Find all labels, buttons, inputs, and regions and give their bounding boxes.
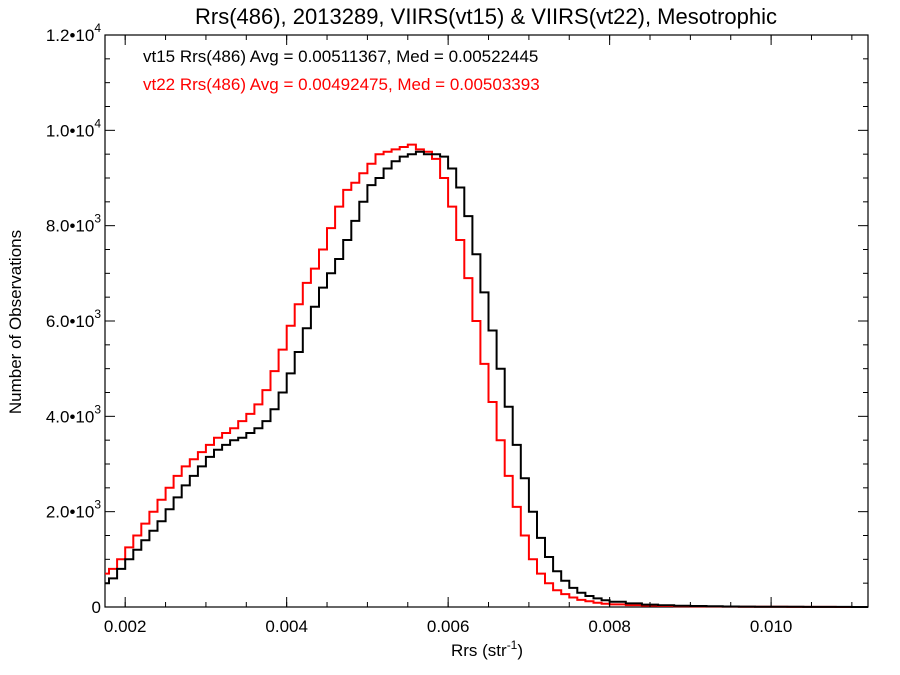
y-tick-label: 1.0•104 — [46, 116, 102, 140]
y-tick-label: 2.0•103 — [46, 498, 102, 522]
x-axis: 0.002 0.004 0.006 0.008 0.010 — [104, 35, 853, 636]
series-vt15-line — [105, 150, 868, 608]
plot-area — [104, 34, 869, 608]
legend: vt15 Rrs(486) Avg = 0.00511367, Med = 0.… — [143, 47, 540, 94]
y-tick-label: 1.2•104 — [46, 21, 102, 45]
x-tick-label: 0.008 — [588, 617, 631, 636]
chart-title: Rrs(486), 2013289, VIIRS(vt15) & VIIRS(v… — [195, 4, 777, 29]
x-tick-label: 0.006 — [427, 617, 470, 636]
plot-frame — [104, 34, 869, 608]
y-axis: 0 2.0•103 4.0•103 6.0•103 8.0•103 1.0•104 1.2•… — [46, 21, 868, 617]
legend-entry-vt15: vt15 Rrs(486) Avg = 0.00511367, Med = 0.… — [143, 47, 538, 66]
x-axis-title: Rrs (str-1) — [451, 638, 523, 660]
x-tick-label: 0.010 — [750, 617, 793, 636]
x-tick-label: 0.004 — [265, 617, 308, 636]
legend-entry-vt22: vt22 Rrs(486) Avg = 0.00492475, Med = 0.… — [143, 75, 540, 94]
series-layer — [105, 143, 868, 608]
y-axis-title: Number of Observations — [6, 230, 25, 414]
series-vt22-line — [105, 143, 868, 608]
y-tick-label: 6.0•103 — [46, 307, 102, 331]
x-tick-label: 0.002 — [104, 617, 147, 636]
y-tick-label: 4.0•103 — [46, 402, 102, 426]
y-tick-label: 0 — [92, 598, 101, 617]
y-tick-label: 8.0•103 — [46, 212, 102, 236]
